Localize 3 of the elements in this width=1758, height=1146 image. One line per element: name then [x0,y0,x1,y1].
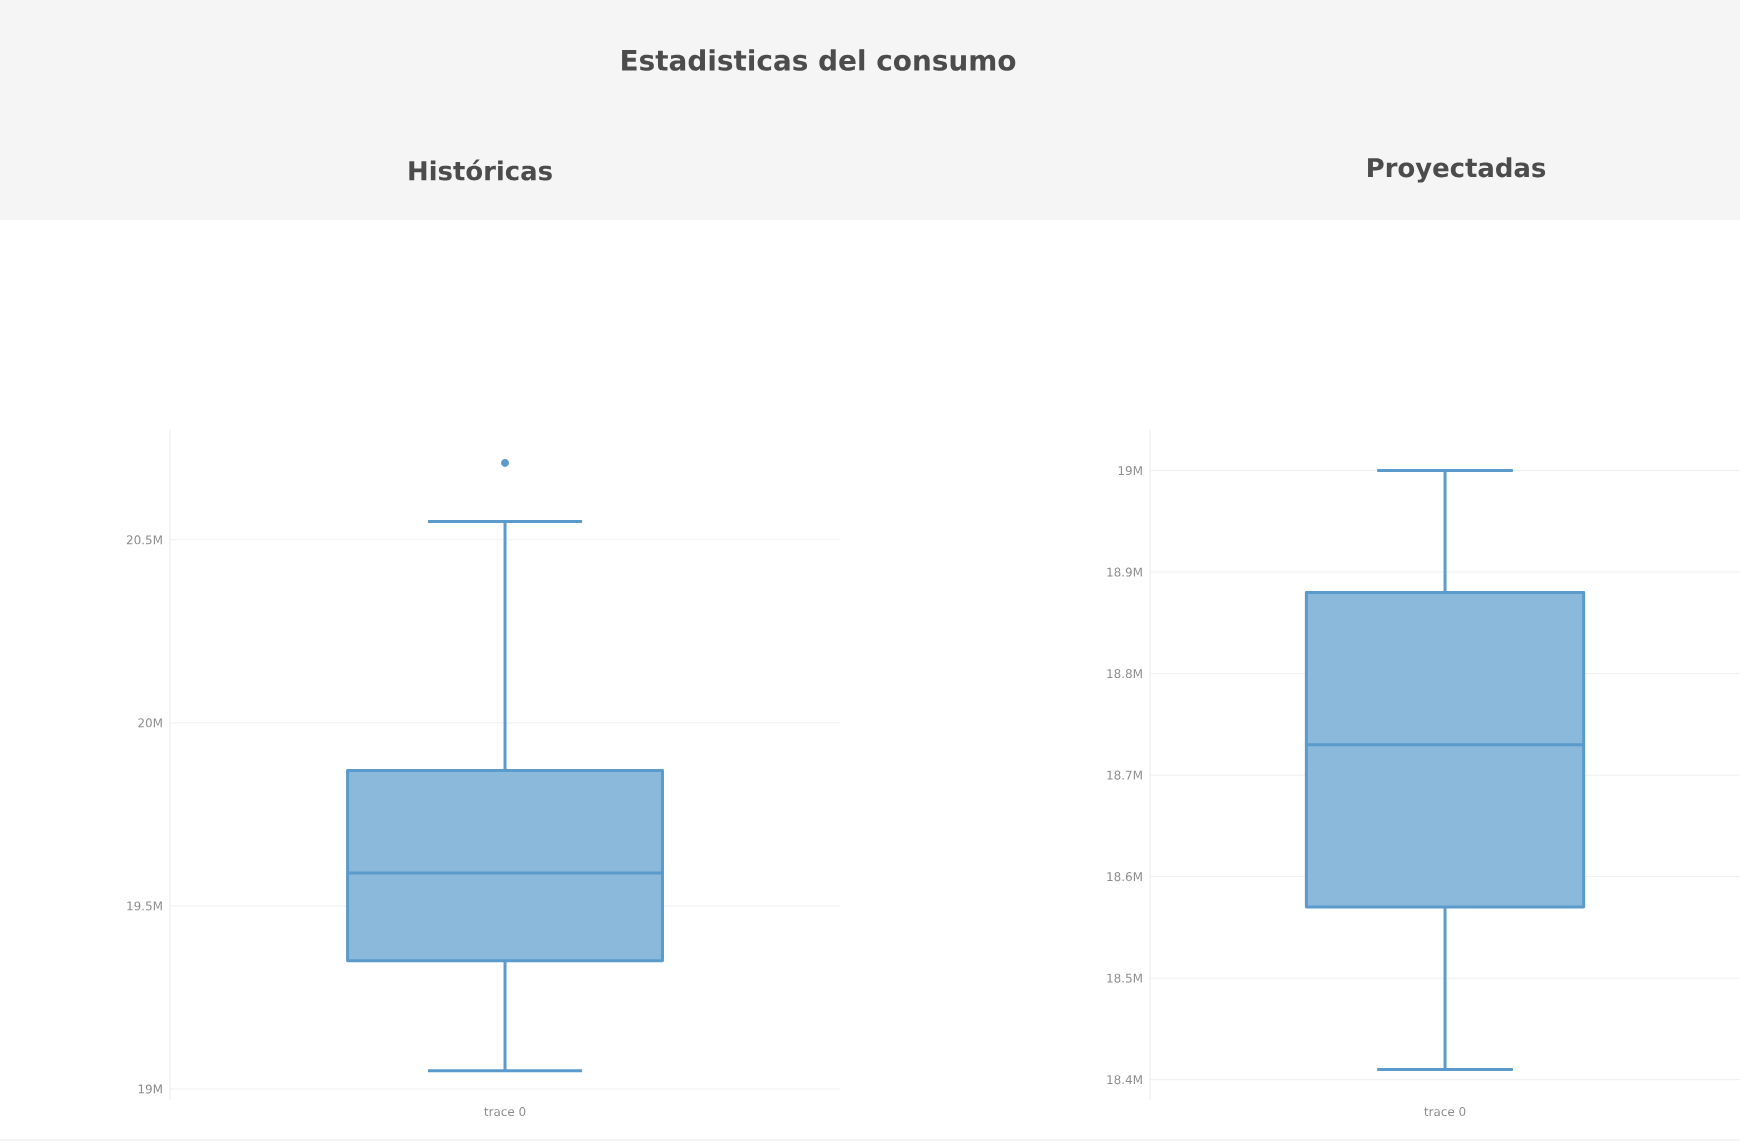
chart-subtitle: Históricas [409,159,552,181]
chart-title: Estadisticas del consumo [622,49,1016,71]
chart-subtitle: Proyectadas [1368,157,1546,183]
